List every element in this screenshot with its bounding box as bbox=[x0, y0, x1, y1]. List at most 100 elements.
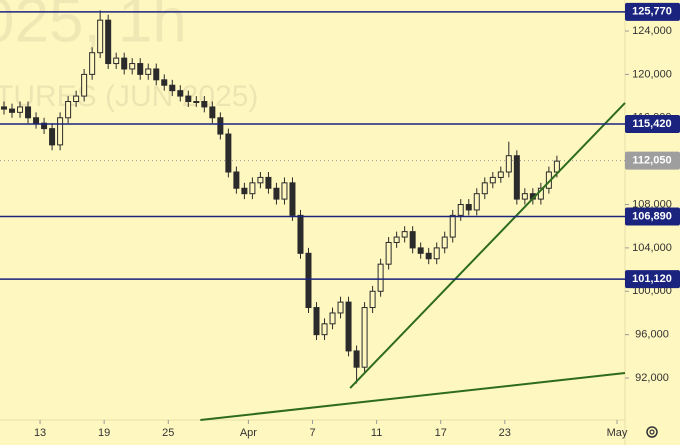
y-tick-label: 108,000 bbox=[632, 198, 672, 210]
level-label: 106,890 bbox=[632, 210, 672, 222]
candle-body bbox=[249, 182, 256, 195]
candle-body bbox=[401, 231, 408, 238]
candle-body bbox=[489, 176, 496, 184]
level-label: 115,420 bbox=[632, 118, 671, 130]
candle-body bbox=[241, 187, 248, 195]
y-tick-label: 104,000 bbox=[632, 242, 672, 254]
y-tick-label: 96,000 bbox=[635, 329, 669, 341]
candle-body bbox=[409, 231, 416, 249]
candle-body bbox=[153, 68, 160, 81]
settings-icon[interactable] bbox=[646, 426, 658, 438]
candle-body bbox=[129, 63, 136, 70]
x-tick-label: 7 bbox=[309, 427, 315, 439]
y-tick-label: 92,000 bbox=[635, 372, 669, 384]
candle-body bbox=[441, 236, 448, 249]
x-tick-label: 17 bbox=[435, 427, 447, 439]
candle-body bbox=[337, 301, 344, 314]
x-tick-label: 25 bbox=[162, 427, 174, 439]
candle-body bbox=[257, 176, 264, 184]
candle-body bbox=[369, 290, 376, 309]
candle-body bbox=[377, 263, 384, 292]
x-tick-label: 23 bbox=[499, 427, 511, 439]
candle-body bbox=[417, 247, 424, 254]
candle-body bbox=[321, 323, 328, 336]
x-tick-label: 13 bbox=[34, 427, 46, 439]
level-label: 125,770 bbox=[632, 6, 672, 18]
last-price-label: 112,050 bbox=[632, 155, 671, 167]
candle-body bbox=[49, 128, 56, 146]
gear[interactable] bbox=[646, 426, 658, 438]
candle-body bbox=[225, 133, 232, 173]
candle-body bbox=[105, 19, 112, 65]
candle-body bbox=[65, 101, 72, 119]
x-tick-label: 11 bbox=[371, 427, 382, 439]
candle-body bbox=[81, 73, 88, 97]
candle-body bbox=[473, 193, 480, 211]
candle-body bbox=[449, 214, 456, 238]
candle-body bbox=[185, 95, 192, 103]
candle-body bbox=[297, 214, 304, 254]
candle-body bbox=[137, 63, 144, 75]
candle-body bbox=[361, 307, 368, 368]
y-tick-label: 120,000 bbox=[632, 68, 672, 80]
candle-body bbox=[1, 106, 8, 110]
candle-body bbox=[329, 312, 336, 325]
trendline bbox=[349, 102, 626, 389]
candle-body bbox=[457, 204, 464, 216]
level-label: 101,120 bbox=[632, 273, 672, 285]
candle-body bbox=[385, 241, 392, 265]
last-price-box bbox=[625, 151, 680, 170]
gear-hub[interactable] bbox=[649, 429, 655, 435]
candle-body bbox=[273, 187, 280, 200]
candle-body bbox=[73, 95, 80, 103]
candle-body bbox=[305, 252, 312, 309]
candle-body bbox=[41, 122, 48, 130]
candle-body bbox=[145, 68, 152, 75]
candle-body bbox=[121, 57, 128, 70]
candle-body bbox=[425, 252, 432, 260]
candle-body bbox=[281, 182, 288, 200]
level-label-box bbox=[625, 207, 680, 226]
level-label-box bbox=[625, 115, 680, 134]
candle-body bbox=[97, 19, 104, 54]
level-label-box bbox=[625, 270, 680, 289]
candle-body bbox=[89, 52, 96, 75]
candle-body bbox=[465, 204, 472, 211]
watermark: 025, 1h bbox=[0, 0, 187, 55]
trendline bbox=[200, 372, 626, 421]
candle-body bbox=[521, 193, 528, 200]
x-tick-label: Apr bbox=[240, 427, 257, 439]
candle-body bbox=[289, 182, 296, 216]
candle-body bbox=[161, 79, 168, 86]
candle-body bbox=[481, 182, 488, 195]
candle-body bbox=[193, 101, 200, 104]
x-tick-label: 19 bbox=[98, 427, 110, 439]
y-tick-label: 124,000 bbox=[632, 25, 672, 37]
candle-body bbox=[9, 108, 16, 113]
candle-body bbox=[553, 160, 560, 173]
candle-body bbox=[217, 117, 224, 135]
candle-body bbox=[233, 171, 240, 189]
candle-body bbox=[209, 106, 216, 119]
watermark: TURES (JUN 2025) bbox=[0, 80, 258, 113]
candle-body bbox=[513, 155, 520, 200]
candle-body bbox=[497, 171, 504, 178]
candle-body bbox=[345, 301, 352, 352]
level-label-box bbox=[625, 2, 680, 21]
candle-body bbox=[33, 117, 40, 124]
candle-body bbox=[57, 117, 64, 146]
candle-body bbox=[201, 101, 208, 108]
candle-body bbox=[169, 84, 176, 92]
candle-body bbox=[313, 307, 320, 336]
candle-body bbox=[505, 155, 512, 173]
candle-body bbox=[177, 90, 184, 97]
candle-body bbox=[25, 106, 32, 119]
candle-body bbox=[17, 106, 24, 113]
candle-body bbox=[113, 57, 120, 65]
candle-body bbox=[265, 176, 272, 189]
candle-body bbox=[353, 350, 360, 368]
y-tick-label: 100,000 bbox=[632, 285, 672, 297]
x-tick-label: May bbox=[607, 427, 628, 439]
